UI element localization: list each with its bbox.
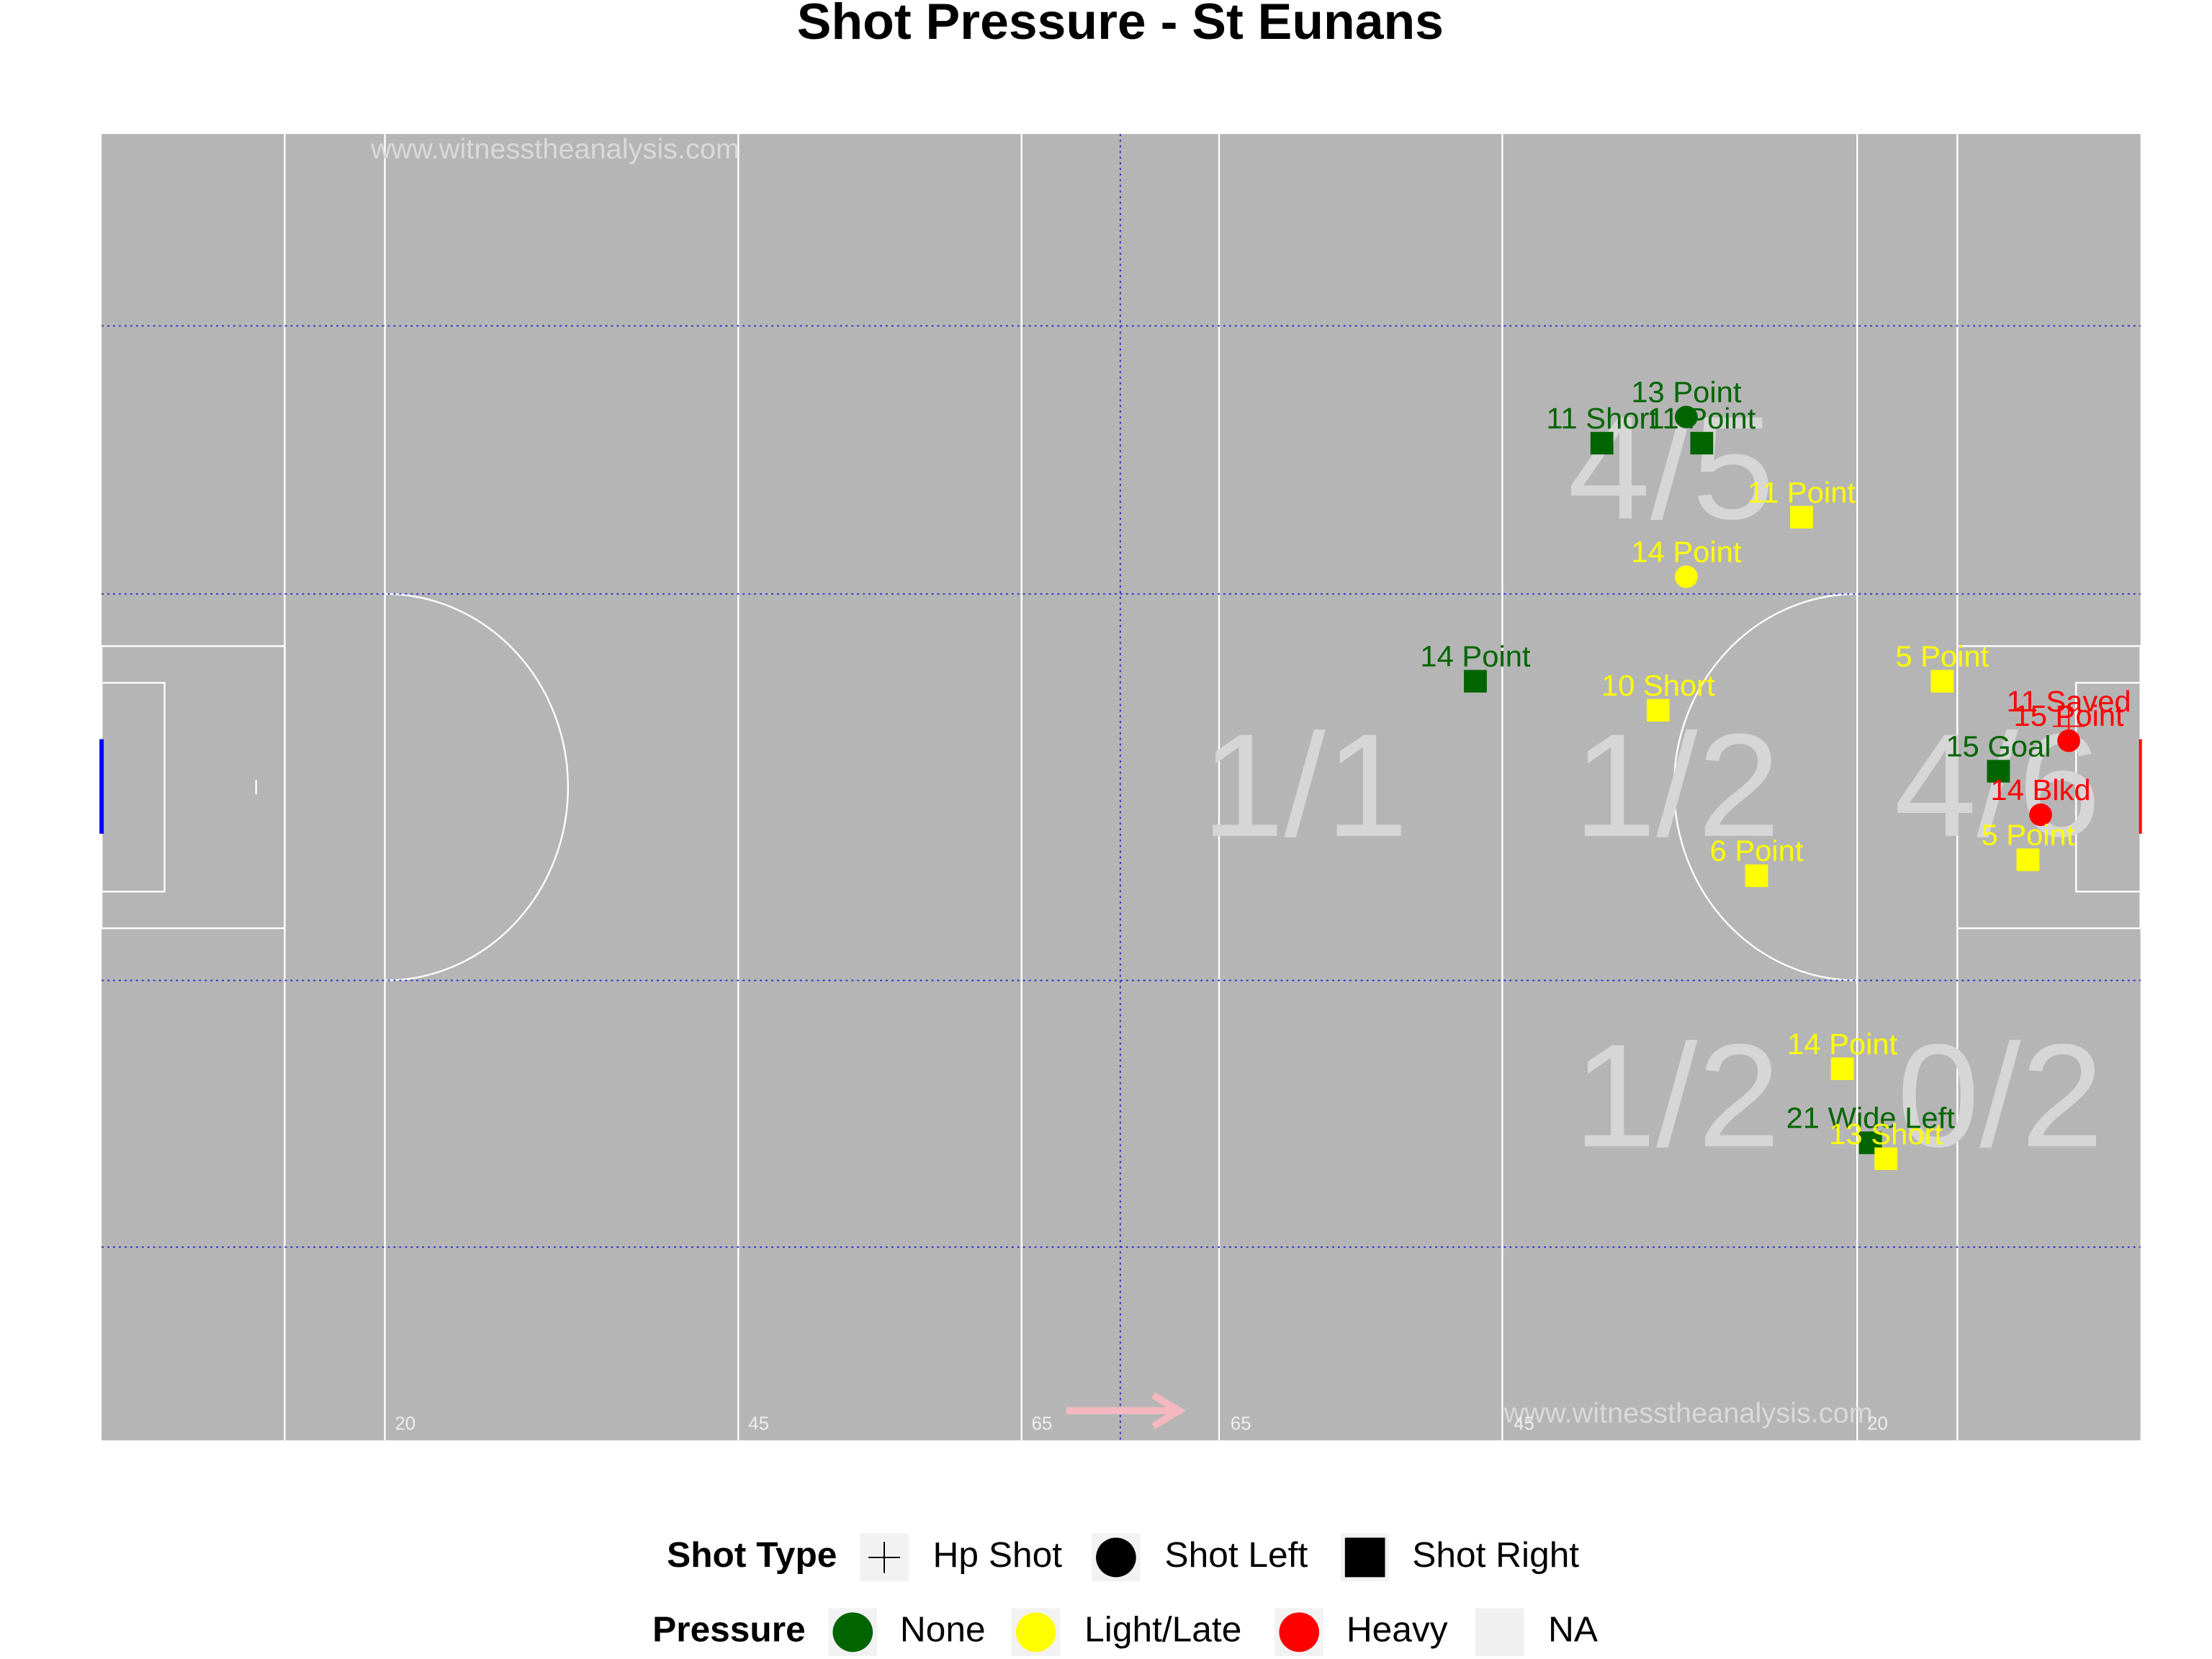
- point-label: 11 Point: [1647, 401, 1755, 435]
- legend-title: Shot Type: [667, 1535, 837, 1575]
- point-label: 15 Point: [2014, 699, 2125, 733]
- legend-label: Heavy: [1346, 1610, 1448, 1650]
- pitch: [100, 134, 2141, 1441]
- pitch-marking: 45: [1514, 1414, 1534, 1434]
- arc: [1673, 593, 1858, 981]
- zone-stat: 1/2: [1573, 703, 1780, 867]
- zone-stat: 1/2: [1573, 1014, 1780, 1177]
- legend-label: NA: [1548, 1610, 1598, 1650]
- legend-label: Shot Right: [1412, 1535, 1579, 1575]
- pitch-marking: 65: [1032, 1414, 1053, 1434]
- zone-stat: 0/2: [1897, 1014, 2103, 1177]
- point-label: 14 Point: [1787, 1027, 1898, 1061]
- point-label: 14 Point: [1631, 535, 1742, 569]
- zone-stat: 1/1: [1202, 703, 1408, 867]
- arrow-head: [1151, 1392, 1186, 1429]
- legend-title: Pressure: [652, 1610, 806, 1650]
- point-label: 11 Short: [1546, 401, 1658, 435]
- watermark: www.witnesstheanalysis.com: [1503, 1398, 1873, 1429]
- point-label: 13 Short: [1829, 1117, 1943, 1151]
- point-label: 11 Point: [1748, 475, 1856, 509]
- point: [1096, 1537, 1136, 1578]
- point-label: 14 Blkd: [1990, 773, 2090, 806]
- point-label: 10 Short: [1601, 668, 1715, 702]
- legend-label: Light/Late: [1084, 1610, 1241, 1650]
- point-label: 5 Point: [1981, 818, 2074, 852]
- point-label: 15 Goal: [1946, 729, 2051, 763]
- legend-label: Hp Shot: [933, 1535, 1063, 1575]
- point: [868, 1542, 900, 1573]
- legend-label: Shot Left: [1164, 1535, 1308, 1575]
- legend-key: [1279, 1612, 1320, 1653]
- point-label: 14 Point: [1420, 639, 1531, 673]
- point: [1590, 431, 1614, 455]
- legend-key: [1015, 1612, 1056, 1653]
- pitch-marking: 45: [748, 1414, 769, 1434]
- direction-arrow: [1066, 1392, 1186, 1429]
- point: [1830, 1057, 1854, 1080]
- zone-stat: 4/5: [1568, 386, 1774, 549]
- pitch-marking: 20: [1867, 1414, 1888, 1434]
- point: [1674, 565, 1698, 588]
- point: [2053, 711, 2085, 742]
- point: [1464, 670, 1487, 693]
- point: [1790, 505, 1813, 529]
- pitch-surface: [102, 134, 2141, 1441]
- point: [1987, 760, 2010, 783]
- legend-key: [832, 1612, 873, 1653]
- arc: [385, 593, 570, 981]
- point: [1646, 698, 1670, 722]
- pitch-marking: 20: [395, 1414, 415, 1434]
- legend-label: None: [900, 1610, 986, 1650]
- chart-title: Shot Pressure - St Eunans: [797, 0, 1444, 50]
- watermark: www.witnesstheanalysis.com: [370, 133, 739, 165]
- point: [1874, 1147, 1898, 1170]
- point: [2029, 803, 2052, 827]
- point-label: 21 Wide Left: [1786, 1101, 1956, 1135]
- point: [1674, 405, 1698, 428]
- point-label: 6 Point: [1710, 834, 1804, 868]
- legend-key: [1475, 1608, 1524, 1657]
- point-label: 5 Point: [1895, 639, 1989, 673]
- dotted-grid: [102, 134, 2141, 1441]
- point-label: 11 Saved: [2006, 684, 2131, 718]
- point: [1344, 1537, 1385, 1578]
- point-label: 13 Point: [1631, 375, 1742, 409]
- point: [1930, 670, 1954, 693]
- point: [2016, 848, 2040, 871]
- point: [1690, 431, 1714, 455]
- point: [1745, 864, 1768, 887]
- pitch-marking: 65: [1231, 1414, 1251, 1434]
